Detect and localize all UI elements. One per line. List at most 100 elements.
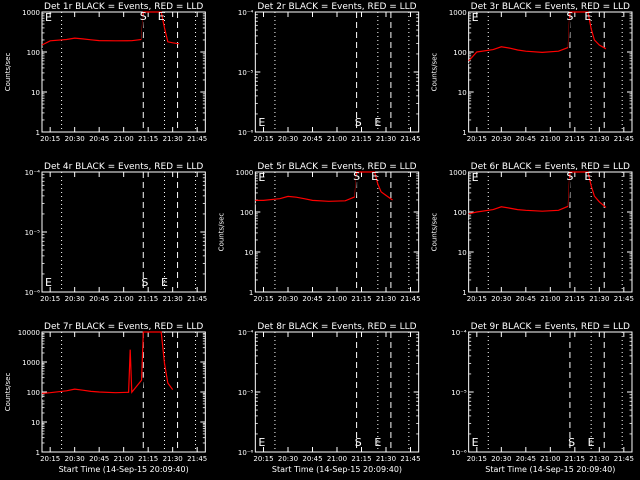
panel-1-xtick-label: 21:00 [114, 135, 134, 143]
panel-9-xtick-label: 20:45 [516, 455, 536, 463]
panel-1-series-lld [41, 11, 180, 46]
panel-4-xtick-label: 21:30 [163, 295, 183, 303]
panel-9-xtick-label: 21:30 [589, 455, 609, 463]
panel-3: Det 3r BLACK = Events, RED = LLD 1 10 100 10… [431, 2, 634, 143]
panel-1-xtick-label: 20:30 [65, 135, 85, 143]
panel-2-end-marker-label: E [374, 116, 381, 129]
panel-8: Det 8r BLACK = Events, RED = LLD 10⁻⁶ 10⁻⁵… [238, 322, 421, 474]
panel-3-xtick-label: 21:45 [614, 135, 634, 143]
panel-3-end-marker-label: E [584, 10, 591, 23]
panel-6-ytick-label: 100 [453, 209, 466, 217]
panel-7-title: Det 7r BLACK = Events, RED = LLD [44, 322, 203, 332]
panel-2: Det 2r BLACK = Events, RED = LLD 10⁻⁶ 10⁻⁵… [238, 2, 421, 143]
panel-1-ytick-label: 10 [31, 89, 40, 97]
panel-9-plot-frame [468, 331, 633, 453]
panel-7-xtick-label: 20:45 [89, 455, 109, 463]
panel-9: Det 9r BLACK = Events, RED = LLD 10⁻⁶ 10⁻⁵… [451, 322, 634, 474]
panel-1-ytick-label: 1000 [22, 9, 40, 17]
panel-5-xtick-label: 21:15 [351, 295, 371, 303]
panel-9-end-marker-label: E [588, 436, 595, 449]
panel-2-xtick-label: 21:45 [400, 135, 420, 143]
panel-5-series-events [255, 175, 358, 207]
panel-1: Det 1r BLACK = Events, RED = LLD 1 10 100 10… [4, 2, 207, 143]
panel-1-ytick-label: 1 [36, 129, 40, 137]
panel-3-series-lld [468, 11, 607, 62]
panel-6-plot-frame [468, 171, 633, 293]
panel-4-xtick-label: 20:30 [65, 295, 85, 303]
panel-1-xtick-label: 20:45 [89, 135, 109, 143]
panel-7-ylabel: Counts/sec [4, 373, 12, 412]
panel-9-xtick-label: 21:15 [565, 455, 585, 463]
panel-9-ytick-label: 10⁻⁶ [451, 449, 467, 457]
panel-7-series-events [41, 377, 144, 417]
panel-2-ytick-label: 10⁻⁶ [238, 129, 254, 137]
panel-4-ytick-label: 10⁻⁶ [25, 289, 41, 297]
panel-1-end-marker-label: E [158, 10, 165, 23]
panel-3-left-end-label: E [472, 11, 479, 24]
panel-4-plot-frame [41, 171, 206, 293]
panel-5-ytick-label: 1 [249, 289, 253, 297]
panel-4-left-end-label: E [45, 276, 52, 289]
panel-8-end-marker-label: E [374, 436, 381, 449]
panel-5-ytick-label: 1000 [236, 169, 254, 177]
panel-6-ylabel: Counts/sec [431, 213, 439, 252]
panel-6-series-events [468, 178, 571, 222]
panel-6-ytick-label: 1 [462, 289, 466, 297]
panel-9-ytick-label: 10⁻⁴ [451, 329, 467, 337]
panel-6-xtick-label: 20:45 [516, 295, 536, 303]
panel-3-xtick-label: 20:45 [516, 135, 536, 143]
panel-8-ytick-label: 10⁻⁶ [238, 449, 254, 457]
panel-5-xtick-label: 20:15 [253, 295, 273, 303]
panel-3-ylabel: Counts/sec [431, 53, 439, 92]
panel-4-start-marker-label: S [141, 276, 148, 289]
panel-5: Det 5r BLACK = Events, RED = LLD 1 10 100 10… [217, 162, 420, 303]
panel-5-title: Det 5r BLACK = Events, RED = LLD [257, 162, 416, 172]
panel-6-xtick-label: 21:15 [565, 295, 585, 303]
panel-9-title: Det 9r BLACK = Events, RED = LLD [471, 322, 630, 332]
panel-6-xtick-label: 21:45 [614, 295, 634, 303]
panel-2-ytick-label: 10⁻⁵ [238, 69, 254, 77]
panel-6-series-lld [468, 171, 607, 215]
panel-8-left-end-label: E [258, 436, 265, 449]
panel-5-left-end-label: E [258, 171, 265, 184]
panel-5-xtick-label: 21:30 [376, 295, 396, 303]
panel-9-left-end-label: E [472, 436, 479, 449]
panel-7: Det 7r BLACK = Events, RED = LLD 1 10 100 10… [4, 322, 207, 474]
panel-5-xtick-label: 20:45 [302, 295, 322, 303]
panel-7-xtick-label: 21:00 [114, 455, 134, 463]
panel-8-plot-frame [254, 331, 420, 453]
panel-2-title: Det 2r BLACK = Events, RED = LLD [257, 2, 416, 12]
panel-5-plot-frame [254, 171, 420, 293]
panel-7-xtick-label: 20:30 [65, 455, 85, 463]
panel-5-xtick-label: 21:45 [400, 295, 420, 303]
panel-2-ytick-label: 10⁻⁴ [238, 9, 254, 17]
panel-2-xtick-label: 20:45 [302, 135, 322, 143]
panel-9-xtick-label: 21:45 [614, 455, 634, 463]
panel-7-ytick-label: 1000 [22, 359, 40, 367]
panel-4-xtick-label: 21:45 [187, 295, 207, 303]
panel-4-end-marker-label: E [161, 276, 168, 289]
panel-1-title: Det 1r BLACK = Events, RED = LLD [44, 2, 203, 12]
panel-4-xtick-label: 20:45 [89, 295, 109, 303]
panel-3-title: Det 3r BLACK = Events, RED = LLD [471, 2, 630, 12]
panel-7-ytick-label: 1 [36, 449, 40, 457]
panel-7-ytick-label: 10 [31, 419, 40, 427]
panel-7-xtick-label: 21:15 [138, 455, 158, 463]
panel-3-xtick-label: 21:30 [589, 135, 609, 143]
panel-2-left-end-label: E [258, 116, 265, 129]
panel-8-xtick-label: 21:15 [351, 455, 371, 463]
panel-8-xlabel: Start Time (14-Sep-15 20:09:40) [272, 465, 402, 474]
panel-7-series-lld [41, 331, 174, 394]
panel-3-ytick-label: 1 [462, 129, 466, 137]
panel-3-ytick-label: 10 [458, 89, 467, 97]
panel-8-ytick-label: 10⁻⁵ [238, 389, 254, 397]
panel-6-left-end-label: E [472, 171, 479, 184]
panel-5-ytick-label: 100 [240, 209, 253, 217]
panel-7-ytick-label: 100 [27, 389, 40, 397]
panel-7-xlabel: Start Time (14-Sep-15 20:09:40) [59, 465, 189, 474]
panel-3-ytick-label: 100 [453, 49, 466, 57]
panel-1-xtick-label: 21:30 [163, 135, 183, 143]
panel-2-xtick-label: 21:00 [327, 135, 347, 143]
panel-6-xtick-label: 21:30 [589, 295, 609, 303]
panel-7-xtick-label: 21:45 [187, 455, 207, 463]
